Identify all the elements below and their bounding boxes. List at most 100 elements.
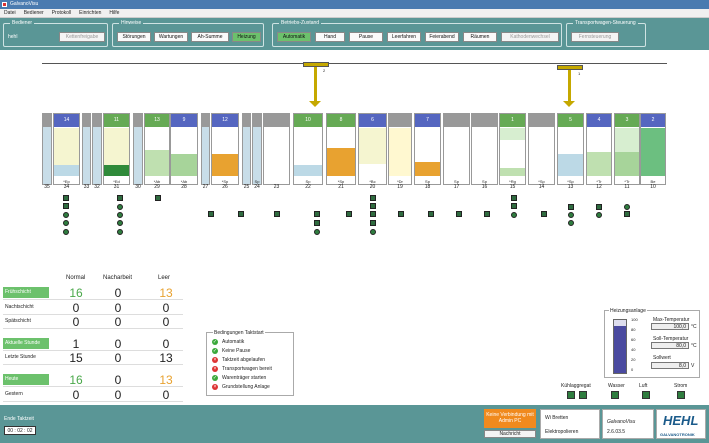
max-temp-field[interactable]: 100,0	[651, 323, 689, 330]
stat-row-divider	[3, 364, 183, 365]
station-14[interactable]: *Sp 14	[528, 113, 555, 190]
status-indicator	[568, 220, 574, 226]
station-35[interactable]: 35	[42, 113, 52, 190]
station-header	[43, 114, 51, 127]
raeumen-button[interactable]: Räumen	[463, 32, 497, 42]
menu-hilfe[interactable]: Hilfe	[109, 10, 120, 16]
fernsteuerung-button[interactable]: Fernsteuerung	[571, 32, 619, 42]
station-25[interactable]: 25	[242, 113, 251, 190]
station-header: 13	[145, 114, 169, 127]
aggregat-status	[611, 391, 619, 399]
sensor-indicator	[484, 211, 490, 217]
station-20[interactable]: 6 *Bc 20	[358, 113, 387, 190]
station-34[interactable]: 14 *Ep 34	[53, 113, 80, 190]
ah-summe-button[interactable]: Ah-Summe	[191, 32, 229, 42]
sensor-indicator	[314, 220, 320, 226]
station-30[interactable]: 30	[133, 113, 143, 190]
stat-row-label: Nachtschicht	[5, 304, 34, 310]
sensor-indicator	[370, 220, 376, 226]
station-fill	[500, 140, 525, 168]
station-16[interactable]: Sp 16	[471, 113, 498, 190]
stat-value: 0	[162, 315, 170, 329]
sensor-indicator	[511, 195, 517, 201]
pause-button[interactable]: Pause	[349, 32, 383, 42]
station-number: 30	[135, 184, 141, 190]
station-33[interactable]: 33	[82, 113, 91, 190]
heizung-gauge-fill	[614, 326, 626, 373]
station-22[interactable]: 10 Sp 22	[293, 113, 323, 190]
stat-value: 0	[162, 337, 170, 351]
automatik-button[interactable]: Automatik	[277, 32, 311, 42]
station-name: Sp	[425, 179, 430, 184]
soll-temp-field[interactable]: 80,0	[651, 342, 689, 349]
station-15[interactable]: 1 *Rg 15	[499, 113, 526, 190]
stat-value: 15	[69, 351, 83, 365]
station-32[interactable]: 32	[92, 113, 102, 190]
sensor-indicator	[346, 211, 352, 217]
stat-value: 13	[159, 373, 173, 387]
station-13[interactable]: 5 *Sp 13	[557, 113, 584, 190]
station-fill	[558, 128, 583, 154]
station-number: 21	[338, 184, 344, 190]
station-10[interactable]: 2 Be 10	[640, 113, 666, 190]
station-header: 8	[327, 114, 355, 127]
kettenfreigabe-button[interactable]: Kettenfreigabe	[59, 32, 105, 42]
group-zustand-label: Betriebs-Zustand	[279, 20, 322, 27]
feierabend-button[interactable]: Feierabend	[425, 32, 459, 42]
station-fill	[327, 128, 355, 148]
station-23[interactable]: 23	[263, 113, 290, 190]
sollwert-field[interactable]: 8,0	[651, 362, 689, 369]
stat-value: 1	[72, 337, 80, 351]
station-17[interactable]: Sp 17	[443, 113, 470, 190]
station-header: 6	[359, 114, 386, 127]
station-name: *Sp	[567, 179, 574, 184]
station-21[interactable]: 8 *Sp 21	[326, 113, 356, 190]
stat-value: 0	[162, 301, 170, 315]
station-24[interactable]: Sp 24	[252, 113, 262, 190]
station-19[interactable]: *Dr 19	[388, 113, 412, 190]
stat-value: 0	[114, 315, 122, 329]
footer: Ende Taktzeit 00 : 02 : 02 Keine Verbind…	[0, 405, 709, 443]
stat-row-divider	[3, 328, 183, 329]
station-header: 4	[587, 114, 611, 127]
nachricht-button[interactable]: Nachricht	[484, 430, 536, 438]
takt-label: Ende Taktzeit	[4, 416, 34, 422]
station-28[interactable]: 9 *Ab 28	[170, 113, 198, 190]
station-18[interactable]: 7 Sp 18	[414, 113, 441, 190]
station-fill	[54, 128, 79, 165]
kathodenwechsel-button[interactable]: Kathodenwechsel	[501, 32, 559, 42]
bedingung-text: Automatik	[222, 339, 245, 345]
heizung-button[interactable]: Heizung	[232, 32, 261, 42]
station-27[interactable]: 27	[201, 113, 210, 190]
gauge-tick: 80	[631, 327, 636, 332]
menu-bediener[interactable]: Bediener	[23, 10, 44, 16]
sensor-indicator	[541, 211, 547, 217]
stoerungen-button[interactable]: Störungen	[117, 32, 151, 42]
carrier-2[interactable]	[303, 62, 329, 67]
station-number: 23	[273, 184, 280, 190]
menu-einrichten[interactable]: Einrichten	[79, 10, 102, 16]
menu-datei[interactable]: Datei	[4, 10, 16, 16]
station-header: 11	[104, 114, 129, 127]
station-11[interactable]: 3 *Tr 11	[614, 113, 640, 190]
station-fill	[171, 154, 197, 176]
leerfahren-button[interactable]: Leerfahren	[387, 32, 421, 42]
transport-rail	[42, 63, 667, 64]
carrier-1[interactable]	[557, 65, 583, 70]
station-header	[93, 114, 101, 127]
hand-button[interactable]: Hand	[315, 32, 345, 42]
station-26[interactable]: 12 *Sp 26	[211, 113, 239, 190]
wartungen-button[interactable]: Wartungen	[154, 32, 188, 42]
station-12[interactable]: 4 *Tr 12	[586, 113, 612, 190]
stat-value: 0	[114, 301, 122, 315]
station-29[interactable]: 13 *Ab 29	[144, 113, 170, 190]
group-bediener-label: Bediener	[10, 20, 35, 27]
station-31[interactable]: 11 *Ed 31	[103, 113, 130, 190]
stat-value: 0	[114, 373, 122, 387]
gauge-tick: 100	[631, 317, 638, 322]
menu-protokoll[interactable]: Protokoll	[51, 10, 72, 16]
sollwert-label: Sollwert	[653, 355, 671, 361]
station-fill	[500, 168, 525, 176]
station-number: 26	[222, 184, 228, 190]
stat-row-divider	[3, 401, 183, 402]
